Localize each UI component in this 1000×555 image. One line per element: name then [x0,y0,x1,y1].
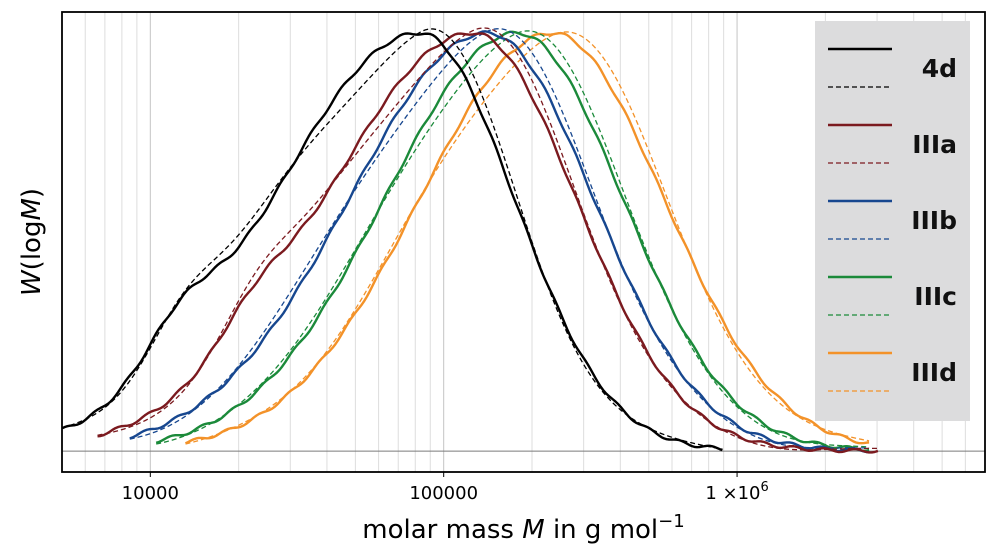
legend-background [815,21,970,421]
legend-iiid-label: IIId [911,358,957,387]
legend-iiic-label: IIIc [914,282,957,311]
x-tick-labels: 10000 100000 1 ×106 [122,472,769,504]
x-tick-label: 1 ×106 [705,480,768,504]
legend-iiia-label: IIIa [912,130,957,159]
series-iiib-measured-line [129,30,870,454]
series-iiid-fit-line [185,31,870,445]
series-iiia-measured-line [97,32,879,454]
legend-iiib-label: IIIb [911,206,957,235]
legend-4d-label: 4d [922,54,957,83]
x-tick-label: 10000 [122,483,179,504]
series-4d-fit-line [62,28,723,450]
y-axis-label: W(logM) [17,188,47,296]
series-4d-measured-line [61,32,723,452]
x-axis-label: molar mass M in g mol−1 [362,511,684,545]
series-iiid-measured-line [184,31,870,445]
x-tick-label: 100000 [409,483,478,504]
series-layer [61,27,879,454]
plot-frame [61,11,986,473]
legend: 4d IIIa IIIb IIIc IIId [815,21,970,421]
series-iiic-fit-line [156,30,870,448]
series-iiic-measured-line [155,30,870,453]
